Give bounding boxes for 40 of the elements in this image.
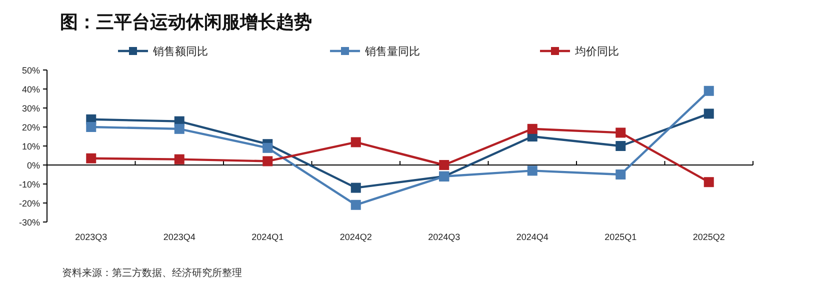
point xyxy=(704,108,714,119)
legend-label: 销售额同比 xyxy=(152,45,208,58)
point xyxy=(174,154,184,164)
text: 资料来源：第三方数据、经济研究所整理 xyxy=(62,267,242,279)
point xyxy=(439,160,450,170)
point xyxy=(616,128,626,138)
x-tick-label: 2025Q2 xyxy=(692,232,725,242)
point xyxy=(350,137,361,148)
y-tick-label: -20% xyxy=(18,198,40,208)
y-tick-label: 40% xyxy=(22,84,40,94)
x-tick-label: 2024Q4 xyxy=(516,232,548,242)
y-tick-label: -10% xyxy=(18,180,40,190)
point xyxy=(86,122,96,132)
point xyxy=(616,170,626,180)
legend-label: 销售量同比 xyxy=(364,45,420,58)
point xyxy=(527,166,538,176)
y-tick-label: 20% xyxy=(22,122,40,132)
point xyxy=(527,124,538,134)
point xyxy=(350,182,361,193)
x-tick-label: 2024Q2 xyxy=(340,232,372,242)
y-tick-label: -30% xyxy=(18,218,40,228)
x-tick-label: 2025Q1 xyxy=(604,232,637,242)
y-tick-label: 50% xyxy=(22,66,40,76)
point xyxy=(86,153,96,164)
y-tick-label: 30% xyxy=(22,104,40,114)
x-tick-label: 2023Q3 xyxy=(75,232,108,242)
chart-title: 图：三平台运动休闲服增长趋势 xyxy=(60,12,312,32)
point xyxy=(174,124,184,134)
y-tick-label: 10% xyxy=(22,142,40,152)
point xyxy=(616,141,626,151)
x-tick-label: 2024Q1 xyxy=(252,232,284,242)
y-tick-label: 0% xyxy=(26,160,40,170)
point xyxy=(704,86,714,96)
legend-label: 均价同比 xyxy=(574,45,619,58)
point xyxy=(262,156,273,166)
point xyxy=(704,177,714,188)
x-tick-label: 2023Q4 xyxy=(163,232,196,242)
x-tick-label: 2024Q3 xyxy=(428,232,460,242)
point xyxy=(350,200,361,210)
point xyxy=(262,142,273,153)
